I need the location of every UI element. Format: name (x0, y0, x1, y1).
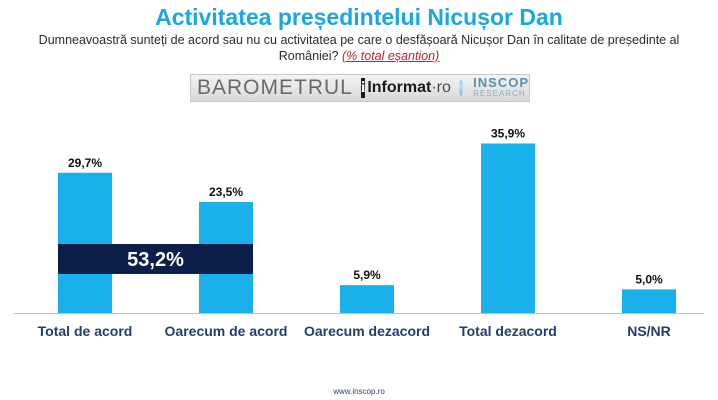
bar (340, 285, 394, 313)
brand-barometru-label: BAROMETRUL (197, 76, 353, 99)
chart-subtitle: Dumneavoastră sunteți de acord sau nu cu… (30, 32, 688, 64)
data-label: 5,9% (353, 268, 381, 282)
brand-inscop: INSCOP RESEARCH (473, 75, 529, 99)
footer-url: www.inscop.ro (333, 387, 385, 396)
brand-informat-name: Informat (367, 79, 432, 96)
subtitle-question: Dumneavoastră sunteți de acord sau nu cu… (38, 33, 680, 63)
data-label: 29,7% (68, 156, 102, 170)
x-tick-label: Total dezacord (459, 323, 557, 339)
x-tick-label: NS/NR (627, 323, 671, 339)
informat-logo-icon: i (360, 78, 366, 98)
brand-inscop-sub: RESEARCH (473, 89, 526, 98)
x-tick-label: Total de acord (38, 323, 133, 339)
chart-title: Activitatea președintelui Nicușor Dan (155, 4, 563, 30)
x-tick-label: Oarecum dezacord (304, 323, 430, 339)
bar (622, 289, 676, 313)
data-label: 35,9% (491, 126, 525, 140)
brand-informat-suffix: ·ro (431, 79, 451, 96)
annotation-label: 53,2% (127, 249, 184, 271)
annotation-band (58, 244, 253, 274)
bar (58, 172, 112, 313)
x-tick-label: Oarecum de acord (165, 323, 288, 339)
subtitle-note: (% total eșantion) (341, 49, 440, 63)
bar (481, 143, 535, 313)
inscop-logo-icon (458, 80, 464, 96)
brand-informat-label: Informat·ro (367, 79, 451, 97)
data-label: 23,5% (209, 185, 243, 199)
data-label: 5,0% (635, 272, 663, 286)
brand-banner: BAROMETRUL i Informat·ro INSCOP RESEARCH (190, 74, 530, 102)
brand-inscop-name: INSCOP (473, 75, 529, 90)
